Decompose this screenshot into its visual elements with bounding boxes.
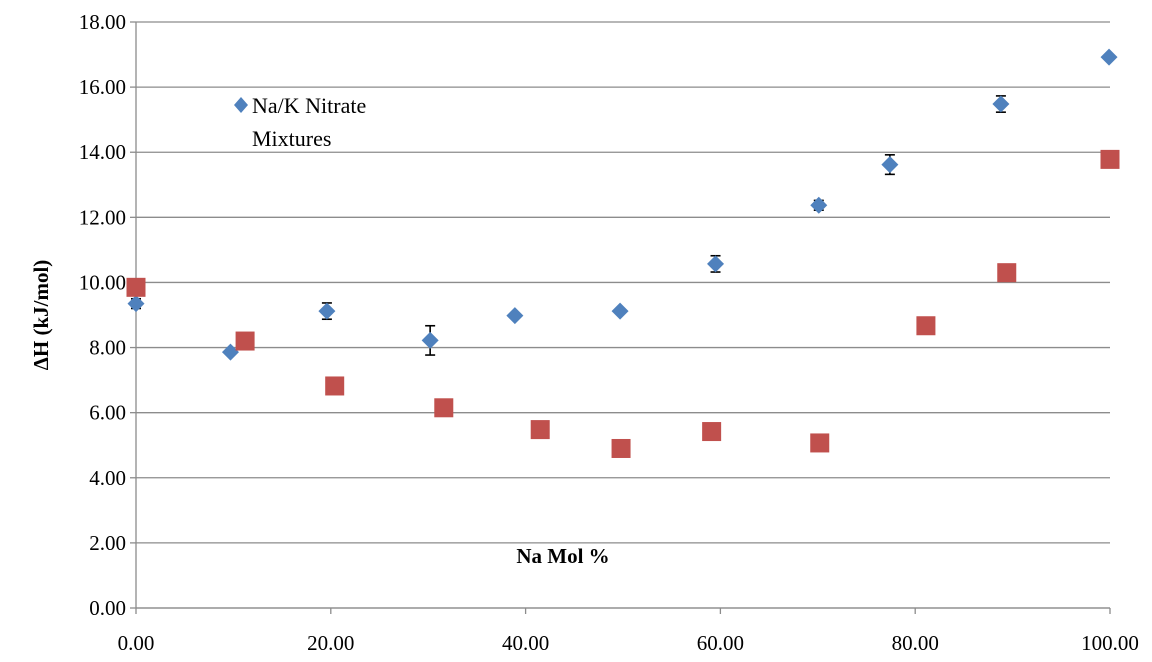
- x-tick-label: 0.00: [118, 631, 155, 655]
- data-point-diamond: [318, 302, 336, 320]
- y-tick-label: 16.00: [79, 75, 126, 99]
- data-point-square: [530, 420, 550, 440]
- y-tick-labels: 0.00 2.00 4.00 6.00 8.00 10.00 12.00 14.00 16.00…: [79, 10, 126, 620]
- data-point-square: [1100, 149, 1120, 169]
- data-point-square: [126, 277, 146, 297]
- data-point-diamond: [707, 255, 725, 273]
- y-tick-label: 8.00: [89, 336, 126, 360]
- x-tick-label: 100.00: [1081, 631, 1139, 655]
- y-tick-label: 2.00: [89, 531, 126, 555]
- x-tick-label: 40.00: [502, 631, 549, 655]
- x-tick-label: 80.00: [892, 631, 939, 655]
- data-point-diamond: [881, 156, 899, 174]
- data-point-square: [702, 422, 722, 442]
- data-point-square: [810, 433, 830, 453]
- axes: [130, 21, 1111, 614]
- legend-diamond-marker: [234, 97, 248, 113]
- legend-label-line1: Na/K Nitrate: [252, 93, 366, 118]
- legend-label-line2: Mixtures: [252, 126, 331, 151]
- data-point-diamond: [506, 307, 524, 325]
- x-tick-labels: 0.00 20.00 40.00 60.00 80.00 100.00: [118, 631, 1139, 655]
- gridlines: [136, 21, 1110, 609]
- x-tick-label: 20.00: [307, 631, 354, 655]
- data-point-square: [916, 316, 936, 336]
- legend: Na/K Nitrate Mixtures: [234, 93, 366, 151]
- data-point-diamond: [810, 196, 828, 214]
- data-point-square: [434, 398, 454, 418]
- data-point-square: [325, 376, 345, 396]
- data-point-square: [997, 263, 1017, 283]
- data-point-diamond: [221, 343, 239, 361]
- y-tick-label: 0.00: [89, 596, 126, 620]
- y-tick-label: 4.00: [89, 466, 126, 490]
- data-point-diamond: [127, 295, 145, 313]
- data-point-diamond: [992, 95, 1010, 113]
- y-tick-label: 10.00: [79, 270, 126, 294]
- y-tick-label: 18.00: [79, 10, 126, 34]
- data-point-square: [611, 438, 631, 458]
- data-point-diamond: [421, 331, 439, 349]
- x-axis-title: Na Mol %: [516, 544, 609, 568]
- data-point-diamond: [1100, 48, 1118, 66]
- x-tick-label: 60.00: [697, 631, 744, 655]
- data-points: [126, 48, 1120, 458]
- y-axis-title: ΔH (kJ/mol): [29, 260, 53, 371]
- data-point-diamond: [611, 302, 629, 320]
- y-tick-label: 14.00: [79, 140, 126, 164]
- y-tick-label: 6.00: [89, 401, 126, 425]
- y-tick-label: 12.00: [79, 205, 126, 229]
- data-point-square: [235, 331, 255, 351]
